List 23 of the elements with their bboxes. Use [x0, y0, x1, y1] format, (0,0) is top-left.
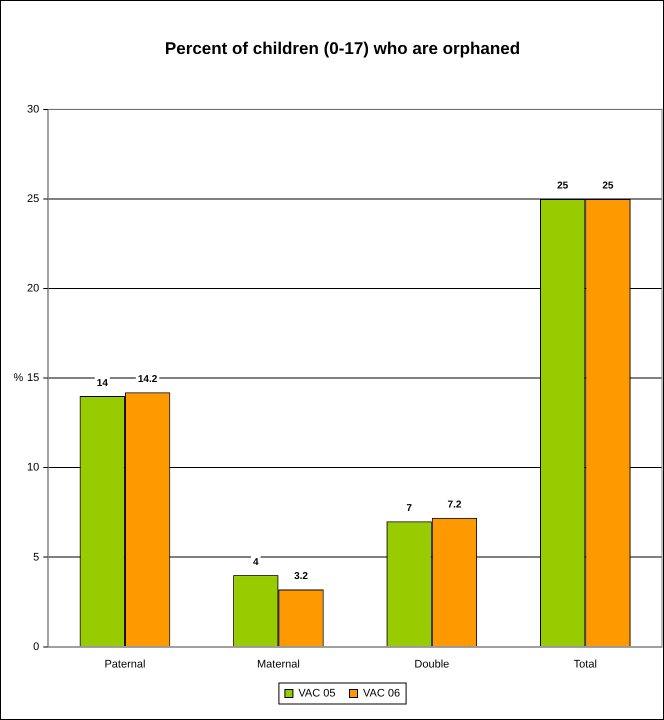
y-tick-label: 0	[33, 640, 40, 653]
data-label: 4	[252, 556, 259, 568]
y-tick-label: 30	[26, 103, 40, 116]
y-tick-label: 20	[26, 282, 40, 295]
data-label: 14	[96, 378, 108, 389]
y-tick-label: 25	[26, 193, 40, 205]
x-tick-label: Double	[414, 658, 450, 670]
data-label: 14.2	[138, 374, 158, 386]
data-label: 25	[602, 180, 614, 192]
x-tick-label: Paternal	[104, 658, 146, 670]
x-tick-label: Total	[574, 658, 597, 670]
data-label: 7.2	[448, 500, 462, 511]
y-tick-label: 15	[26, 372, 40, 384]
legend-label: VAC 06	[363, 688, 400, 700]
y-tick-label: 5	[33, 551, 40, 564]
data-label: 3.2	[294, 571, 308, 582]
y-tick-label: 10	[26, 462, 40, 474]
y-axis-title: %	[13, 372, 24, 384]
data-label: 7	[406, 503, 412, 514]
chart-title: Percent of children (0-17) who are orphaned	[164, 38, 520, 58]
x-tick-label: Maternal	[257, 658, 300, 670]
legend-label: VAC 05	[298, 688, 336, 700]
data-label: 25	[557, 180, 569, 192]
